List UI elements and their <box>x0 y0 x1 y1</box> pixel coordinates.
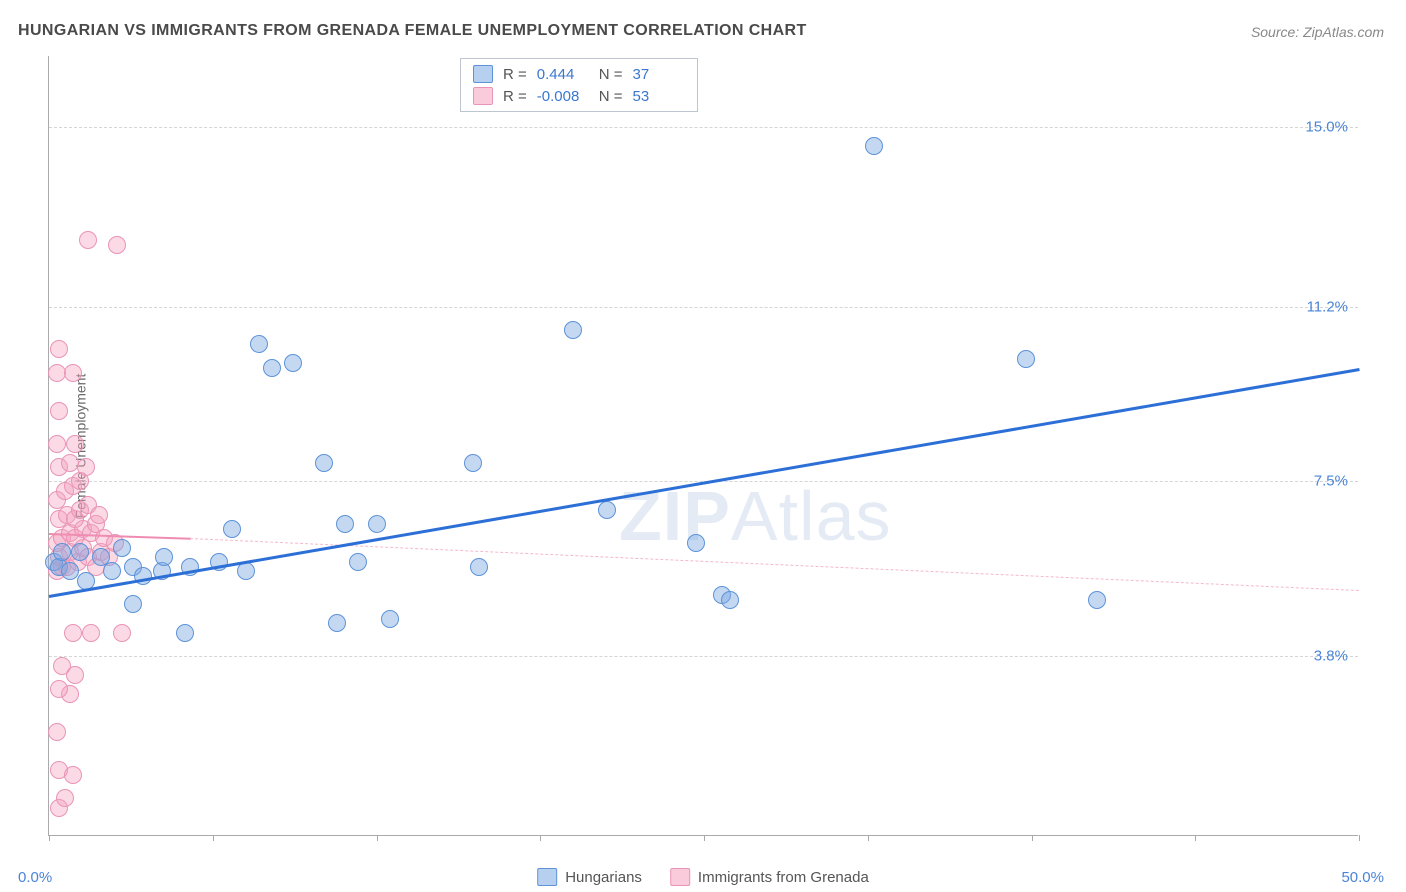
scatter-point-pink <box>53 657 71 675</box>
scatter-point-blue <box>103 562 121 580</box>
r-label: R = <box>503 66 527 83</box>
scatter-point-pink <box>50 340 68 358</box>
scatter-point-blue <box>263 359 281 377</box>
scatter-point-blue <box>71 543 89 561</box>
scatter-point-pink <box>48 435 66 453</box>
scatter-point-blue <box>598 501 616 519</box>
swatch-blue <box>473 65 493 83</box>
scatter-point-pink <box>77 458 95 476</box>
x-tick <box>1195 835 1196 841</box>
y-tick-label: 3.8% <box>1314 648 1348 665</box>
scatter-point-blue <box>464 454 482 472</box>
x-tick-label-max: 50.0% <box>1341 869 1384 886</box>
scatter-point-pink <box>64 766 82 784</box>
y-tick-label: 15.0% <box>1305 118 1348 135</box>
scatter-point-blue <box>223 520 241 538</box>
legend-item-grenada: Immigrants from Grenada <box>670 868 869 886</box>
legend-label: Hungarians <box>565 869 642 886</box>
scatter-point-pink <box>48 723 66 741</box>
series-legend: Hungarians Immigrants from Grenada <box>537 868 869 886</box>
scatter-point-pink <box>113 624 131 642</box>
scatter-point-blue <box>381 610 399 628</box>
scatter-point-blue <box>865 137 883 155</box>
scatter-point-pink <box>56 789 74 807</box>
x-tick <box>868 835 869 841</box>
scatter-point-blue <box>1017 350 1035 368</box>
n-label: N = <box>599 66 623 83</box>
gridline <box>49 656 1358 657</box>
swatch-blue <box>537 868 557 886</box>
scatter-point-pink <box>50 680 68 698</box>
y-tick-label: 7.5% <box>1314 473 1348 490</box>
x-tick <box>540 835 541 841</box>
scatter-point-blue <box>328 614 346 632</box>
n-label: N = <box>599 88 623 105</box>
scatter-point-blue <box>336 515 354 533</box>
legend-label: Immigrants from Grenada <box>698 869 869 886</box>
chart-title: HUNGARIAN VS IMMIGRANTS FROM GRENADA FEM… <box>18 22 807 40</box>
scatter-point-blue <box>176 624 194 642</box>
x-tick <box>213 835 214 841</box>
x-tick-label-min: 0.0% <box>18 869 52 886</box>
y-tick-label: 11.2% <box>1307 298 1348 315</box>
scatter-point-pink <box>108 236 126 254</box>
scatter-point-blue <box>124 595 142 613</box>
scatter-point-pink <box>79 231 97 249</box>
scatter-point-blue <box>113 539 131 557</box>
scatter-point-pink <box>66 435 84 453</box>
scatter-point-blue <box>564 321 582 339</box>
scatter-point-blue <box>687 534 705 552</box>
scatter-point-pink <box>90 506 108 524</box>
swatch-pink <box>670 868 690 886</box>
scatter-point-blue <box>1088 591 1106 609</box>
scatter-point-blue <box>368 515 386 533</box>
legend-row-grenada: R = -0.008 N = 53 <box>461 85 697 107</box>
scatter-point-blue <box>284 354 302 372</box>
source-attribution: Source: ZipAtlas.com <box>1251 24 1384 40</box>
gridline <box>49 307 1358 308</box>
scatter-point-blue <box>53 543 71 561</box>
scatter-point-blue <box>250 335 268 353</box>
n-value-pink: 53 <box>633 88 685 105</box>
scatter-point-blue <box>349 553 367 571</box>
x-tick <box>49 835 50 841</box>
legend-row-hungarians: R = 0.444 N = 37 <box>461 63 697 85</box>
scatter-point-pink <box>64 624 82 642</box>
scatter-point-blue <box>315 454 333 472</box>
scatter-point-blue <box>721 591 739 609</box>
gridline <box>49 127 1358 128</box>
n-value-blue: 37 <box>633 66 685 83</box>
r-value-pink: -0.008 <box>537 88 589 105</box>
scatter-point-pink <box>82 624 100 642</box>
scatter-point-blue <box>470 558 488 576</box>
legend-item-hungarians: Hungarians <box>537 868 642 886</box>
trend-line-blue <box>49 368 1360 598</box>
x-tick <box>1359 835 1360 841</box>
scatter-plot-area: ZIPAtlas 3.8%7.5%11.2%15.0% <box>48 56 1358 836</box>
x-tick <box>704 835 705 841</box>
scatter-point-blue <box>155 548 173 566</box>
scatter-point-pink <box>50 402 68 420</box>
x-tick <box>1032 835 1033 841</box>
x-tick <box>377 835 378 841</box>
swatch-pink <box>473 87 493 105</box>
r-value-blue: 0.444 <box>537 66 589 83</box>
r-label: R = <box>503 88 527 105</box>
scatter-point-pink <box>64 364 82 382</box>
correlation-legend: R = 0.444 N = 37 R = -0.008 N = 53 <box>460 58 698 112</box>
